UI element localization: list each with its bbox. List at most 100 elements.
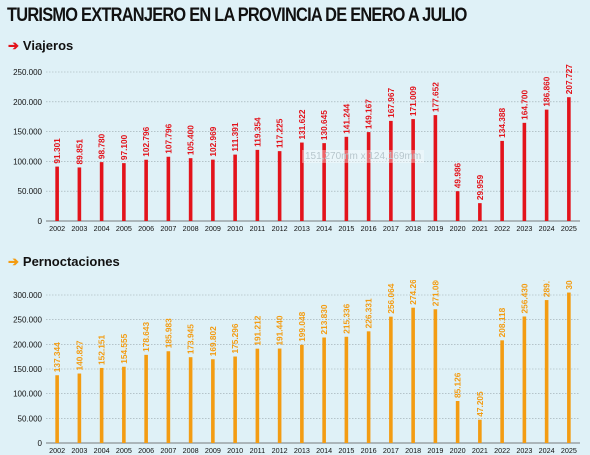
- viajeros-data-label: 134.388: [497, 108, 507, 138]
- pernoctaciones-bar: [322, 337, 326, 443]
- viajeros-bar: [55, 166, 59, 221]
- pernoctaciones-bar: [122, 366, 126, 443]
- viajeros-bar: [433, 115, 438, 221]
- viajeros-bar: [233, 154, 237, 221]
- arrow-right-icon: ➔: [8, 254, 19, 269]
- pernoctaciones-xtick-label: 2013: [294, 446, 310, 455]
- pernoctaciones-xtick-label: 2025: [561, 446, 577, 455]
- viajeros-xtick-label: 2012: [272, 224, 288, 233]
- pernoctaciones-bar: [411, 307, 415, 443]
- viajeros-bar: [211, 159, 215, 221]
- viajeros-xtick-label: 2020: [450, 224, 466, 233]
- pernoctaciones-bar: [522, 316, 527, 443]
- viajeros-xtick-label: 2016: [361, 224, 377, 233]
- pernoctaciones-data-label: 304.934: [564, 280, 574, 290]
- viajeros-bar: [144, 159, 148, 221]
- page-title: TURISMO EXTRANJERO EN LA PROVINCIA DE EN…: [7, 4, 467, 26]
- viajeros-ytick-label: 50.000: [18, 187, 43, 196]
- viajeros-data-label: 49.986: [453, 162, 463, 188]
- pernoctaciones-xtick-label: 2011: [250, 446, 265, 455]
- viajeros-ytick-label: 250.000: [13, 68, 42, 77]
- viajeros-data-label: 107.796: [163, 123, 173, 153]
- viajeros-xtick-label: 2013: [294, 224, 310, 233]
- viajeros-xtick-label: 2005: [116, 224, 132, 233]
- pernoctaciones-xtick-label: 2022: [494, 446, 510, 455]
- pernoctaciones-bar: [389, 316, 393, 443]
- pernoctaciones-xtick-label: 2005: [116, 446, 132, 455]
- viajeros-ytick-label: 100.000: [13, 157, 42, 166]
- viajeros-bar: [455, 191, 460, 221]
- pernoctaciones-xtick-label: 2010: [227, 446, 243, 455]
- viajeros-data-label: 141.244: [341, 103, 351, 133]
- pernoctaciones-xtick-label: 2016: [361, 446, 377, 455]
- viajeros-xtick-label: 2006: [138, 224, 154, 233]
- pernoctaciones-bar: [500, 340, 504, 443]
- viajeros-data-label: 177.652: [430, 82, 440, 112]
- viajeros-bar: [544, 109, 549, 221]
- pernoctaciones-data-label: 226.331: [364, 298, 374, 328]
- pernoctaciones-xtick-label: 2006: [138, 446, 154, 455]
- viajeros-bar: [322, 143, 326, 221]
- pernoctaciones-data-label: 213.830: [319, 304, 329, 334]
- viajeros-data-label: 167.967: [386, 88, 396, 118]
- pernoctaciones-bar: [344, 336, 349, 443]
- viajeros-data-label: 91.301: [52, 138, 62, 164]
- pernoctaciones-xtick-label: 2004: [94, 446, 110, 455]
- pernoctaciones-data-label: 154.555: [119, 333, 129, 363]
- pernoctaciones-bar: [188, 357, 193, 443]
- pernoctaciones-ytick-label: 300.000: [13, 291, 42, 300]
- viajeros-xtick-label: 2011: [250, 224, 265, 233]
- viajeros-bar: [411, 119, 415, 221]
- viajeros-data-label: 102.969: [208, 126, 218, 156]
- pernoctaciones-bar: [144, 354, 148, 443]
- pernoctaciones-data-label: 47.205: [475, 391, 485, 417]
- viajeros-data-label: 186.860: [542, 76, 552, 106]
- viajeros-chart: 0 50.000 100.000 150.000 200.000 250.000 91.30…: [13, 64, 580, 233]
- pernoctaciones-bar: [300, 344, 304, 443]
- viajeros-heading: ➔ Viajeros: [8, 38, 73, 54]
- pernoctaciones-bar: [99, 367, 104, 443]
- pernoctaciones-ytick-label: 0: [38, 439, 43, 448]
- pernoctaciones-xtick-label: 2018: [405, 446, 421, 455]
- viajeros-bar: [277, 151, 282, 221]
- pernoctaciones-data-label: 173.945: [186, 324, 196, 354]
- viajeros-xtick-label: 2003: [71, 224, 87, 233]
- viajeros-xtick-label: 2025: [561, 224, 577, 233]
- viajeros-title: Viajeros: [22, 38, 74, 53]
- pernoctaciones-bar: [233, 356, 237, 443]
- pernoctaciones-title: Pernoctaciones: [22, 254, 120, 269]
- viajeros-xtick-label: 2007: [160, 224, 176, 233]
- pernoctaciones-data-label: 274.261: [408, 280, 418, 305]
- pernoctaciones-xtick-label: 2017: [383, 446, 399, 455]
- viajeros-data-label: 102.796: [141, 126, 151, 156]
- viajeros-data-label: 117.225: [275, 118, 285, 148]
- pernoctaciones-bar: [366, 331, 371, 443]
- viajeros-data-label: 97.100: [119, 134, 129, 160]
- viajeros-data-label: 130.645: [319, 110, 329, 140]
- viajeros-xtick-label: 2019: [427, 224, 443, 233]
- pernoctaciones-bar: [478, 419, 482, 443]
- pernoctaciones-ytick-label: 200.000: [13, 340, 42, 349]
- viajeros-xtick-label: 2002: [49, 224, 65, 233]
- pernoctaciones-bar: [77, 373, 82, 443]
- viajeros-xtick-label: 2017: [383, 224, 399, 233]
- pernoctaciones-data-label: 169.802: [208, 326, 218, 356]
- pernoctaciones-xtick-label: 2002: [49, 446, 65, 455]
- viajeros-xtick-label: 2024: [539, 224, 555, 233]
- viajeros-data-label: 98.780: [97, 133, 107, 159]
- viajeros-xtick-label: 2009: [205, 224, 221, 233]
- pernoctaciones-data-label: 191.440: [275, 315, 285, 345]
- viajeros-xtick-label: 2021: [472, 224, 488, 233]
- viajeros-bar: [366, 132, 371, 221]
- pernoctaciones-data-label: 208.118: [497, 307, 507, 337]
- viajeros-bar: [166, 156, 171, 221]
- pernoctaciones-ytick-label: 250.000: [13, 316, 42, 325]
- pernoctaciones-ytick-label: 100.000: [13, 390, 42, 399]
- viajeros-xtick-label: 2010: [227, 224, 243, 233]
- viajeros-data-label: 29.959: [475, 174, 485, 200]
- pernoctaciones-data-label: 199.048: [297, 311, 307, 341]
- viajeros-xtick-label: 2022: [494, 224, 510, 233]
- viajeros-bar: [255, 149, 260, 221]
- pernoctaciones-xtick-label: 2009: [205, 446, 221, 455]
- viajeros-xtick-label: 2023: [516, 224, 532, 233]
